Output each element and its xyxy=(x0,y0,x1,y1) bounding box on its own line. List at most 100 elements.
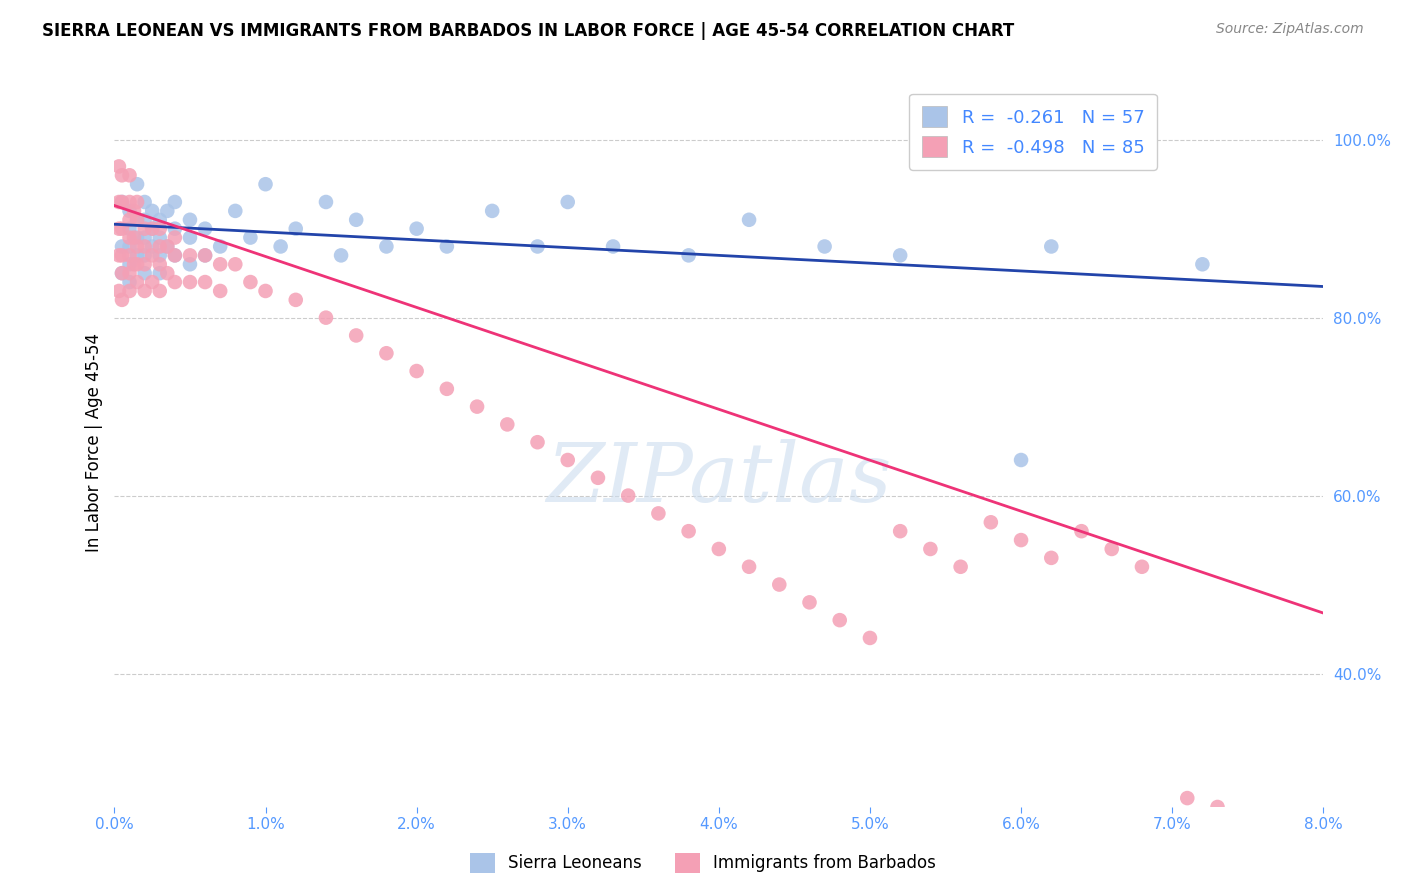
Point xyxy=(134,239,156,253)
Point xyxy=(496,417,519,432)
Point xyxy=(156,239,179,253)
Point xyxy=(125,257,148,271)
Point xyxy=(617,489,640,503)
Point xyxy=(828,613,851,627)
Point xyxy=(111,221,134,235)
Point xyxy=(738,559,761,574)
Point xyxy=(111,194,134,209)
Legend: R =  -0.261   N = 57, R =  -0.498   N = 85: R = -0.261 N = 57, R = -0.498 N = 85 xyxy=(910,94,1157,169)
Point xyxy=(125,212,148,227)
Point xyxy=(163,194,186,209)
Point xyxy=(980,516,1002,530)
Point xyxy=(134,212,156,227)
Point xyxy=(330,248,353,262)
Point xyxy=(194,248,217,262)
Point xyxy=(224,257,246,271)
Point xyxy=(526,435,548,450)
Point xyxy=(125,275,148,289)
Point xyxy=(118,203,141,218)
Point xyxy=(118,266,141,280)
Point xyxy=(557,453,579,467)
Point xyxy=(134,284,156,298)
Point xyxy=(194,248,217,262)
Point xyxy=(156,203,179,218)
Point xyxy=(194,221,217,235)
Point xyxy=(284,293,307,307)
Point xyxy=(224,203,246,218)
Point xyxy=(141,275,163,289)
Point xyxy=(118,194,141,209)
Point xyxy=(859,631,882,645)
Point xyxy=(108,221,131,235)
Point xyxy=(179,212,201,227)
Point xyxy=(254,178,277,192)
Point xyxy=(239,230,262,244)
Point xyxy=(149,284,172,298)
Point xyxy=(118,257,141,271)
Point xyxy=(134,266,156,280)
Point xyxy=(125,178,148,192)
Point xyxy=(111,239,134,253)
Point xyxy=(1130,559,1153,574)
Point xyxy=(134,248,156,262)
Point xyxy=(118,239,141,253)
Point xyxy=(122,257,145,271)
Point xyxy=(179,275,201,289)
Point xyxy=(163,275,186,289)
Point xyxy=(284,221,307,235)
Point xyxy=(118,221,141,235)
Point xyxy=(436,382,458,396)
Text: SIERRA LEONEAN VS IMMIGRANTS FROM BARBADOS IN LABOR FORCE | AGE 45-54 CORRELATIO: SIERRA LEONEAN VS IMMIGRANTS FROM BARBAD… xyxy=(42,22,1015,40)
Point xyxy=(149,230,172,244)
Point xyxy=(118,230,141,244)
Point xyxy=(149,221,172,235)
Point xyxy=(254,284,277,298)
Point xyxy=(149,266,172,280)
Point xyxy=(108,194,131,209)
Text: Source: ZipAtlas.com: Source: ZipAtlas.com xyxy=(1216,22,1364,37)
Point xyxy=(179,257,201,271)
Point xyxy=(111,266,134,280)
Point xyxy=(156,239,179,253)
Point xyxy=(209,239,232,253)
Point xyxy=(141,248,163,262)
Point xyxy=(111,293,134,307)
Point xyxy=(141,239,163,253)
Point xyxy=(949,559,972,574)
Point xyxy=(108,284,131,298)
Point xyxy=(647,507,669,521)
Point xyxy=(1101,541,1123,556)
Point xyxy=(375,239,398,253)
Point xyxy=(125,230,148,244)
Point xyxy=(768,577,790,591)
Point xyxy=(125,239,148,253)
Point xyxy=(179,248,201,262)
Point xyxy=(239,275,262,289)
Y-axis label: In Labor Force | Age 45-54: In Labor Force | Age 45-54 xyxy=(86,333,103,552)
Point xyxy=(209,284,232,298)
Point xyxy=(405,221,427,235)
Point xyxy=(481,203,503,218)
Text: ZIPatlas: ZIPatlas xyxy=(546,439,891,518)
Point xyxy=(118,212,141,227)
Point xyxy=(209,257,232,271)
Point xyxy=(920,541,942,556)
Point xyxy=(889,524,911,538)
Point xyxy=(141,221,163,235)
Point xyxy=(526,239,548,253)
Point xyxy=(134,257,156,271)
Point xyxy=(134,194,156,209)
Point xyxy=(118,169,141,183)
Point xyxy=(141,221,163,235)
Point xyxy=(108,248,131,262)
Point xyxy=(1010,533,1032,547)
Point xyxy=(149,257,172,271)
Point xyxy=(111,248,134,262)
Point xyxy=(194,275,217,289)
Point xyxy=(122,230,145,244)
Point xyxy=(122,203,145,218)
Point xyxy=(141,203,163,218)
Point xyxy=(375,346,398,360)
Point xyxy=(557,194,579,209)
Point xyxy=(134,230,156,244)
